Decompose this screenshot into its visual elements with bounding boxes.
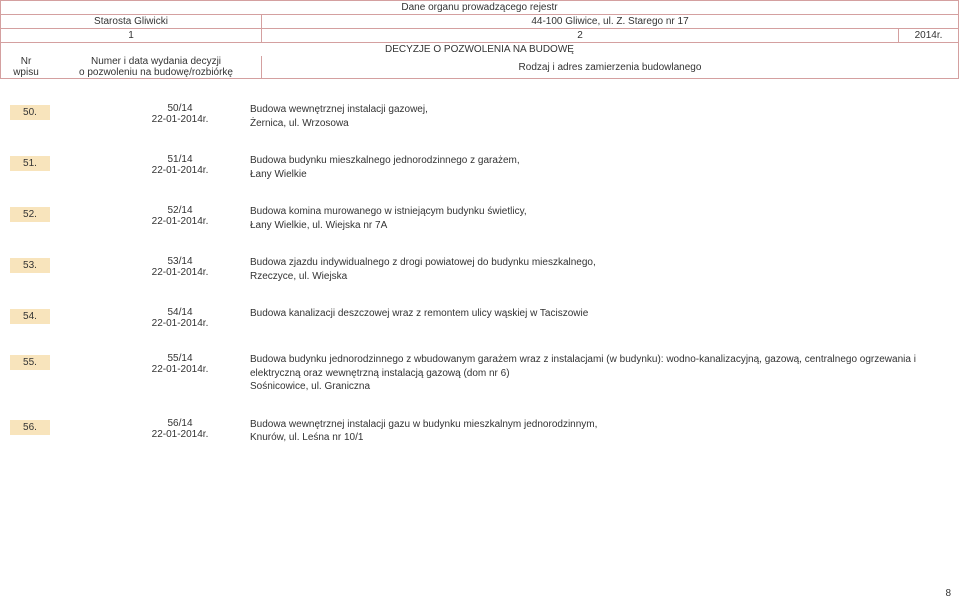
entry-nr: 51. <box>10 156 50 171</box>
table-row: 56. 56/1422-01-2014r.Budowa wewnętrznej i… <box>0 418 959 445</box>
entry-nr: 54. <box>10 309 50 324</box>
entry-description: Budowa komina murowanego w istniejącym b… <box>250 205 959 232</box>
entry-description: Budowa budynku mieszkalnego jednorodzinn… <box>250 154 959 181</box>
entry-description-line: Budowa zjazdu indywidualnego z drogi pow… <box>250 256 939 270</box>
entry-decision: 54/1422-01-2014r. <box>110 307 250 329</box>
entry-description-line: Budowa budynku mieszkalnego jednorodzinn… <box>250 154 939 168</box>
entry-description-line: Sośnicowice, ul. Graniczna <box>250 380 939 394</box>
header-address: 44-100 Gliwice, ul. Z. Starego nr 17 <box>262 15 959 29</box>
entry-number: 51/14 <box>110 154 250 165</box>
entry-decision: 51/1422-01-2014r. <box>110 154 250 176</box>
entry-date: 22-01-2014r. <box>110 429 250 440</box>
entry-description-line: Rzeczyce, ul. Wiejska <box>250 270 939 284</box>
table-row: 54. 54/1422-01-2014r.Budowa kanalizacji d… <box>0 307 959 329</box>
entry-decision: 55/1422-01-2014r. <box>110 353 250 375</box>
entry-date: 22-01-2014r. <box>110 165 250 176</box>
header-nr-num-cell2: wpisu o pozwoleniu na budowę/rozbiórkę <box>1 67 262 79</box>
entry-description-line: Budowa komina murowanego w istniejącym b… <box>250 205 939 219</box>
header-desc-label: Rodzaj i adres zamierzenia budowlanego <box>262 56 959 79</box>
entry-date: 22-01-2014r. <box>110 318 250 329</box>
entry-nr: 55. <box>10 355 50 370</box>
header-year: 2014r. <box>899 29 959 43</box>
entry-decision: 50/1422-01-2014r. <box>110 103 250 125</box>
entry-number: 53/14 <box>110 256 250 267</box>
header-col1: 1 <box>1 29 262 43</box>
header-num-label2: o pozwoleniu na budowę/rozbiórkę <box>51 67 261 78</box>
entry-nr: 50. <box>10 105 50 120</box>
entry-description-line: Łany Wielkie <box>250 168 939 182</box>
entries-container: 50.50/1422-01-2014r.Budowa wewnętrznej i… <box>0 103 959 445</box>
header-authority: Starosta Gliwicki <box>1 15 262 29</box>
table-row: 53. 53/1422-01-2014r.Budowa zjazdu indywi… <box>0 256 959 283</box>
entry-description-line: Budowa kanalizacji deszczowej wraz z rem… <box>250 307 939 321</box>
header-num-label1: Numer i data wydania decyzji <box>51 56 261 67</box>
table-row: 51. 51/1422-01-2014r.Budowa budynku miesz… <box>0 154 959 181</box>
entry-number: 54/14 <box>110 307 250 318</box>
entry-date: 22-01-2014r. <box>110 114 250 125</box>
header-nr-label2: wpisu <box>1 67 51 78</box>
header-subtitle: DECYZJE O POZWOLENIA NA BUDOWĘ <box>1 43 959 57</box>
entry-decision: 53/1422-01-2014r. <box>110 256 250 278</box>
entry-number: 56/14 <box>110 418 250 429</box>
page-number: 8 <box>945 588 951 599</box>
entry-description: Budowa zjazdu indywidualnego z drogi pow… <box>250 256 959 283</box>
entry-description: Budowa wewnętrznej instalacji gazu w bud… <box>250 418 959 445</box>
entry-date: 22-01-2014r. <box>110 216 250 227</box>
entry-decision: 56/1422-01-2014r. <box>110 418 250 440</box>
entry-description-line: Knurów, ul. Leśna nr 10/1 <box>250 431 939 445</box>
entry-nr: 52. <box>10 207 50 222</box>
header-col2: 2 <box>262 29 899 43</box>
entry-date: 22-01-2014r. <box>110 267 250 278</box>
table-row: 52. 52/1422-01-2014r.Budowa komina murowa… <box>0 205 959 232</box>
header-nr-num-cell: Nr Numer i data wydania decyzji <box>1 56 262 67</box>
entry-description-line: Budowa wewnętrznej instalacji gazu w bud… <box>250 418 939 432</box>
entry-number: 55/14 <box>110 353 250 364</box>
header-title: Dane organu prowadzącego rejestr <box>1 1 959 15</box>
table-row: 50. 50/1422-01-2014r.Budowa wewnętrznej i… <box>0 103 959 130</box>
entry-number: 50/14 <box>110 103 250 114</box>
entry-decision: 52/1422-01-2014r. <box>110 205 250 227</box>
entry-date: 22-01-2014r. <box>110 364 250 375</box>
entry-nr: 53. <box>10 258 50 273</box>
entry-description-line: Budowa wewnętrznej instalacji gazowej, <box>250 103 939 117</box>
entry-description-line: Budowa budynku jednorodzinnego z wbudowa… <box>250 353 939 380</box>
entry-number: 52/14 <box>110 205 250 216</box>
header-nr-label1: Nr <box>1 56 51 67</box>
entry-description-line: Żernica, ul. Wrzosowa <box>250 117 939 131</box>
entry-description: Budowa kanalizacji deszczowej wraz z rem… <box>250 307 959 321</box>
header-table: Dane organu prowadzącego rejestr Starost… <box>0 0 959 79</box>
entry-description-line: Łany Wielkie, ul. Wiejska nr 7A <box>250 219 939 233</box>
entry-description: Budowa wewnętrznej instalacji gazowej,Że… <box>250 103 959 130</box>
entry-nr: 56. <box>10 420 50 435</box>
table-row: 55. 55/1422-01-2014r.Budowa budynku jedno… <box>0 353 959 394</box>
entry-description: Budowa budynku jednorodzinnego z wbudowa… <box>250 353 959 394</box>
